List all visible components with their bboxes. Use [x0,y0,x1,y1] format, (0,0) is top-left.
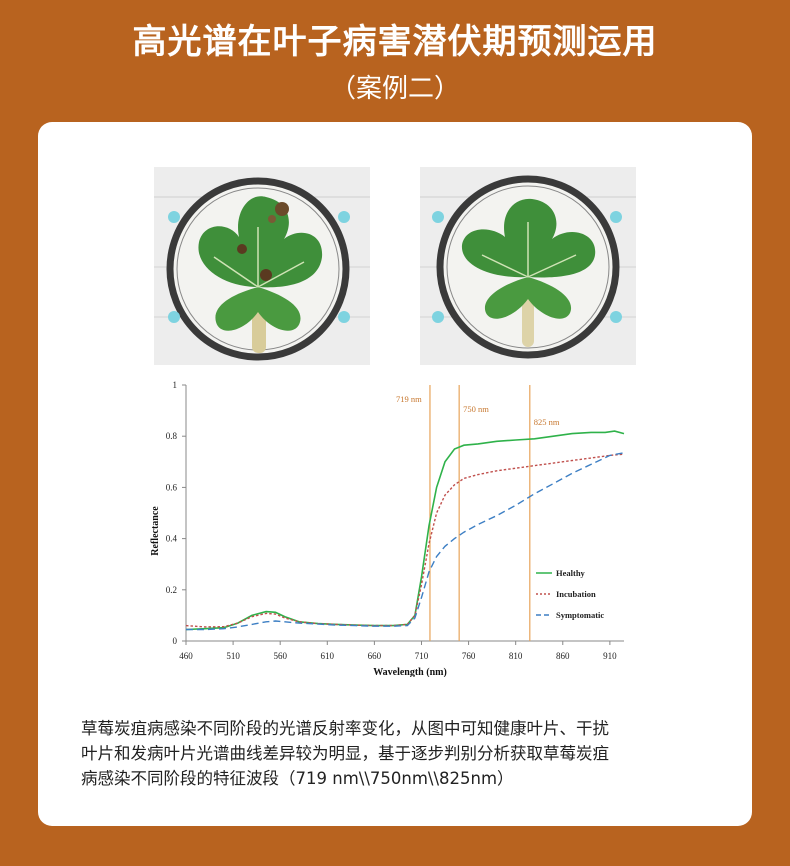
x-tick-label: 560 [273,651,287,661]
reflectance-chart-svg: 0 0.2 0.4 0.6 0.8 1 460 510 560 610 660 710 760 810 86… [150,380,625,678]
x-tick-label: 710 [415,651,429,661]
y-tick-label: 0 [173,636,178,646]
healthy-leaf-photo [420,167,636,365]
caption-line: 叶片和发病叶片光谱曲线差异较为明显，基于逐步判别分析获取草莓炭疽 [81,744,609,763]
infected-leaf-photo [154,167,370,365]
x-axis-label: Wavelength (nm) [373,667,447,677]
y-tick-label: 0.6 [166,482,178,492]
marker-label-719: 719 nm [396,394,422,404]
x-tick-label: 760 [462,651,476,661]
x-tick-label: 860 [556,651,570,661]
page-subtitle: （案例二） [329,74,460,104]
y-tick-label: 0.4 [166,534,178,544]
x-tick-label: 460 [179,651,193,661]
chart-series [185,430,625,631]
marker-label-750: 750 nm [463,404,489,414]
y-tick-label: 0.2 [166,585,177,595]
x-tick-label: 610 [321,651,335,661]
x-tick-label: 810 [509,651,523,661]
figure-caption: 草莓炭疽病感染不同阶段的光谱反射率变化，从图中可知健康叶片、干扰 叶片和发病叶片… [81,716,721,791]
marker-lines: 719 nm 750 nm 825 nm [396,385,560,641]
y-axis-label: Reflectance [150,506,161,556]
y-tick-label: 0.8 [166,431,178,441]
caption-line: 草莓炭疽病感染不同阶段的光谱反射率变化，从图中可知健康叶片、干扰 [81,719,609,738]
page-title: 高光谱在叶子病害潜伏期预测运用 [132,22,658,62]
legend-label-incubation: Incubation [556,589,596,599]
series-line-symptomatic [186,452,625,631]
chart-axes: 0 0.2 0.4 0.6 0.8 1 460 510 560 610 660 710 760 810 86… [150,380,624,678]
series-line-incubation [185,453,625,628]
marker-label-825: 825 nm [534,417,560,427]
legend-label-healthy: Healthy [556,568,586,578]
x-tick-label: 660 [368,651,382,661]
chart-legend: Healthy Incubation Symptomatic [536,568,604,620]
x-tick-label: 910 [603,651,617,661]
legend-label-symptomatic: Symptomatic [556,610,604,620]
series-line-healthy [185,430,625,631]
reflectance-chart: 0 0.2 0.4 0.6 0.8 1 460 510 560 610 660 710 760 810 86… [148,377,638,678]
y-tick-label: 1 [173,380,178,390]
x-tick-label: 510 [226,651,240,661]
caption-line: 病感染不同阶段的特征波段（719 nm\\750nm\\825nm） [81,769,514,788]
content-card: 0 0.2 0.4 0.6 0.8 1 460 510 560 610 660 710 760 810 86… [38,122,752,826]
